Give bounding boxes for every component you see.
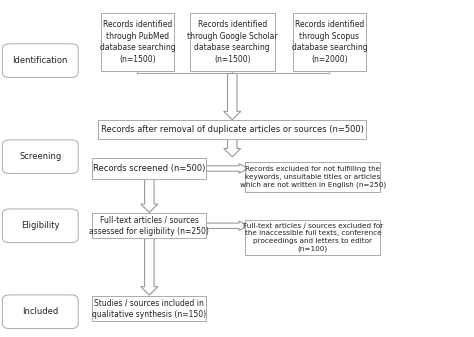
Text: Identification: Identification (13, 56, 68, 65)
FancyBboxPatch shape (292, 13, 366, 71)
FancyBboxPatch shape (99, 120, 366, 139)
Text: Records identified
through Google Scholar
database searching
(n=1500): Records identified through Google Schola… (187, 21, 278, 64)
Text: Records identified
through PubMed
database searching
(n=1500): Records identified through PubMed databa… (100, 21, 175, 64)
Polygon shape (141, 179, 158, 212)
Polygon shape (141, 238, 158, 295)
FancyBboxPatch shape (246, 220, 380, 255)
Polygon shape (206, 164, 248, 173)
Text: Screening: Screening (19, 152, 62, 161)
Text: Full-text articles / sources excluded for
the inaccessible full texts, conferenc: Full-text articles / sources excluded fo… (243, 223, 383, 252)
FancyBboxPatch shape (246, 162, 380, 192)
Text: Eligibility: Eligibility (21, 221, 60, 230)
FancyBboxPatch shape (100, 13, 174, 71)
Text: Full-text articles / sources
assessed for eligibility (n=250): Full-text articles / sources assessed fo… (90, 216, 209, 236)
FancyBboxPatch shape (190, 13, 275, 71)
FancyBboxPatch shape (92, 213, 206, 238)
FancyBboxPatch shape (2, 295, 78, 329)
Polygon shape (224, 139, 241, 157)
Polygon shape (206, 221, 248, 231)
FancyBboxPatch shape (2, 44, 78, 78)
Text: Records after removal of duplicate articles or sources (n=500): Records after removal of duplicate artic… (101, 125, 364, 134)
FancyBboxPatch shape (92, 158, 206, 179)
Text: Studies / sources included in
qualitative synthesis (n=150): Studies / sources included in qualitativ… (92, 298, 206, 318)
FancyBboxPatch shape (2, 140, 78, 174)
FancyBboxPatch shape (2, 209, 78, 243)
Text: Included: Included (22, 307, 58, 316)
Text: Records screened (n=500): Records screened (n=500) (93, 164, 206, 173)
FancyBboxPatch shape (92, 296, 206, 321)
Text: Records identified
through Scopus
database searching
(n=2000): Records identified through Scopus databa… (292, 21, 367, 64)
Polygon shape (224, 73, 241, 120)
Text: Records excluded for not fulfilling the
keywords, unsuitable titles or articles
: Records excluded for not fulfilling the … (240, 166, 386, 188)
